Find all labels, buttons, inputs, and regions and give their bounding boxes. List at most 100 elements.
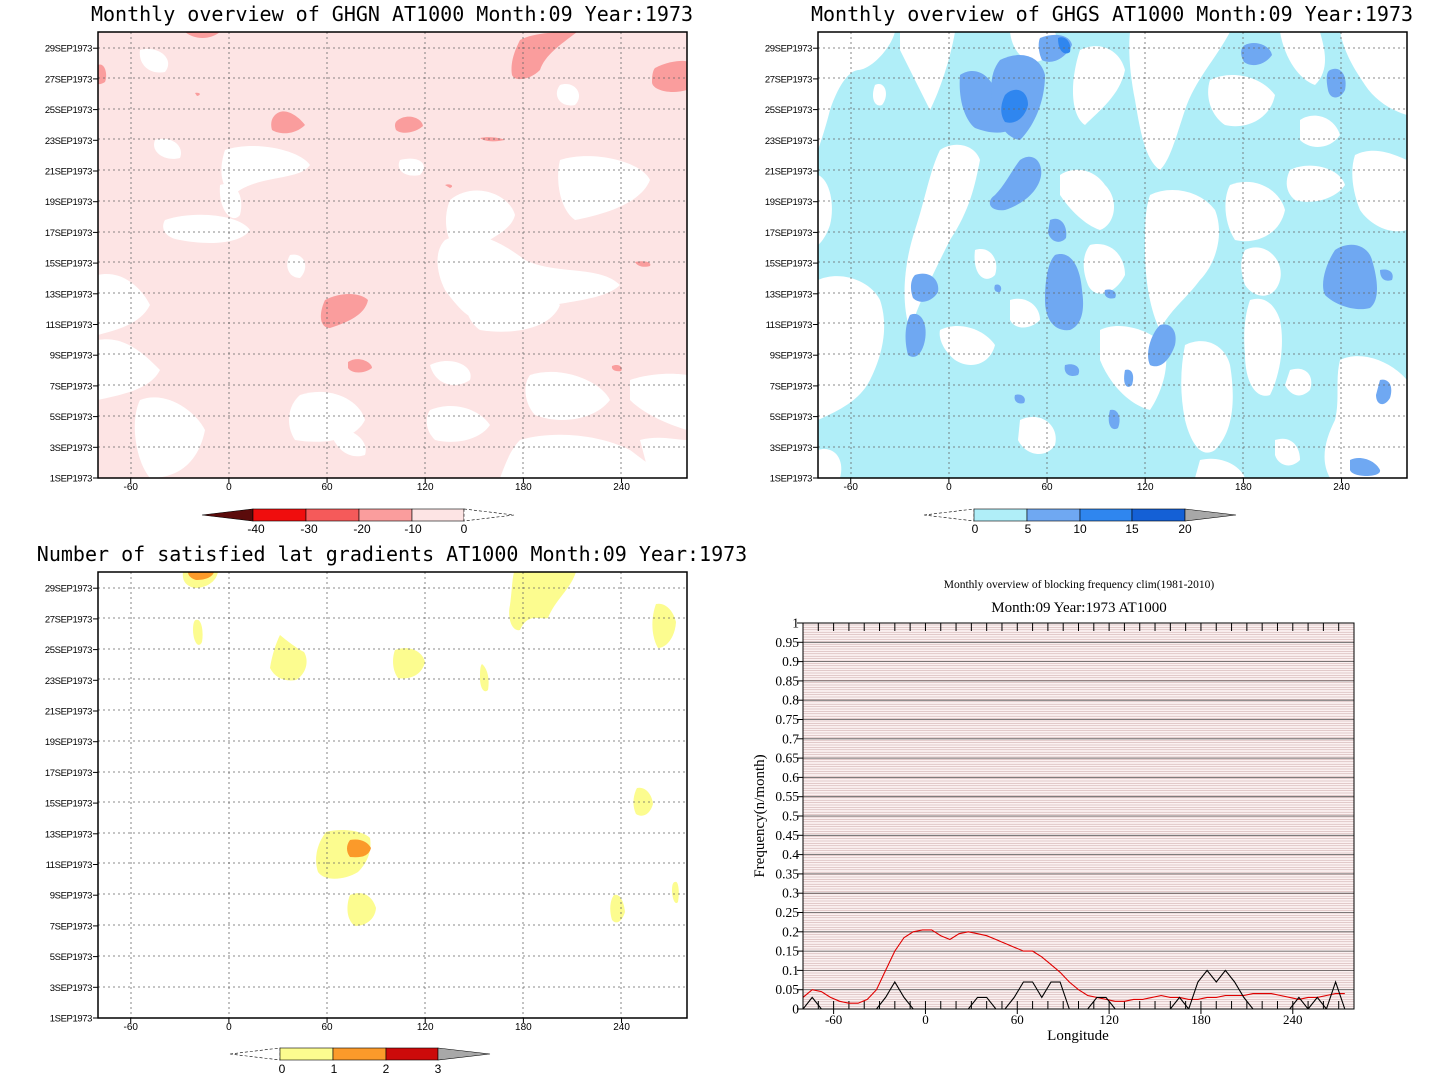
x-tick-label: 60 (1041, 482, 1053, 493)
y-tick-label: 25SEP1973 (45, 105, 92, 116)
y-tick-label: 15SEP1973 (45, 799, 92, 810)
ghgn-colorbar-bin (252, 508, 307, 522)
gradients-colorbar-high-triangle (437, 1047, 491, 1061)
x-tick-label: 0 (946, 482, 952, 493)
ghgn-colorbar-low-triangle (201, 508, 254, 522)
y-tick-label: 23SEP1973 (765, 136, 812, 147)
frequency-y-tick-label: 0.4 (782, 847, 799, 862)
y-tick-label: 27SEP1973 (45, 614, 92, 625)
frequency-axes: 0 0.05 0.1 0.15 0.2 0.25 0.3 0.35 0.4 0.45 0.5 0.55… (775, 616, 1355, 1027)
x-tick-label: 120 (417, 482, 434, 493)
frequency-y-tick-label: 0.65 (775, 751, 799, 766)
frequency-y-tick-label: 0.5 (782, 809, 799, 824)
x-tick-label: -60 (123, 1022, 138, 1033)
map-axes: 1SEP1973 3SEP1973 5SEP1973 7SEP1973 9SEP1973… (45, 44, 1350, 1033)
gradients-frame (97, 571, 688, 1019)
y-tick-label: 1SEP1973 (50, 474, 92, 485)
frequency-y-tick-label: 0.9 (782, 654, 799, 669)
y-tick-label: 3SEP1973 (50, 983, 92, 994)
ghgn-colorbar: -40 -30 -20 -10 0 (201, 508, 515, 536)
y-tick-label: 23SEP1973 (45, 136, 92, 147)
ghgn-colorbar-bin (358, 508, 413, 522)
frequency-x-tick-label: 60 (1011, 1012, 1024, 1027)
gradients-orange-regions (188, 572, 371, 858)
y-tick-label: 13SEP1973 (45, 829, 92, 840)
x-tick-label: 240 (613, 1022, 630, 1033)
ghgs-colorbar-tick: 15 (1125, 522, 1139, 536)
frequency-y-tick-label: 0.25 (775, 905, 799, 920)
x-tick-label: 180 (1235, 482, 1252, 493)
y-tick-label: 11SEP1973 (46, 860, 93, 871)
y-tick-label: 21SEP1973 (45, 167, 92, 178)
frequency-y-tick-label: 0.05 (775, 982, 799, 997)
y-tick-label: 21SEP1973 (765, 167, 812, 178)
x-tick-label: 240 (613, 482, 630, 493)
ghgs-colorbar-bin (973, 508, 1028, 522)
gradients-colorbar-bin (279, 1047, 334, 1061)
ghgn-colorbar-bin (411, 508, 465, 522)
frequency-y-tick-label: 0.75 (775, 712, 799, 727)
frequency-y-tick-label: 0.35 (775, 866, 799, 881)
y-tick-label: 17SEP1973 (765, 228, 812, 239)
ghgn-colorbar-tick: -30 (300, 522, 318, 536)
y-tick-label: 17SEP1973 (45, 228, 92, 239)
y-tick-label: 25SEP1973 (45, 645, 92, 656)
x-tick-label: 180 (515, 1022, 532, 1033)
y-tick-label: 29SEP1973 (765, 44, 812, 55)
y-tick-label: 21SEP1973 (45, 707, 92, 718)
x-tick-label: 120 (1137, 482, 1154, 493)
gradients-field (98, 572, 687, 1018)
gradients-colorbar-tick: 0 (279, 1062, 286, 1076)
ghgs-colorbar: 0 5 10 15 20 (923, 508, 1237, 536)
frequency-ylabel: Frequency(n/month) (752, 754, 768, 877)
y-tick-label: 19SEP1973 (45, 197, 92, 208)
y-tick-label: 27SEP1973 (765, 74, 812, 85)
y-tick-label: 9SEP1973 (50, 351, 92, 362)
y-tick-label: 9SEP1973 (50, 891, 92, 902)
x-tick-label: 60 (321, 1022, 333, 1033)
y-tick-label: 25SEP1973 (765, 105, 812, 116)
ghgn-colorbar-high-triangle (463, 508, 515, 522)
x-tick-label: 0 (226, 1022, 232, 1033)
ghgs-colorbar-tick: 10 (1073, 522, 1087, 536)
y-tick-label: 5SEP1973 (50, 952, 92, 963)
y-tick-label: 7SEP1973 (50, 381, 92, 392)
ghgn-colorbar-tick: 0 (461, 522, 468, 536)
frequency-x-tick-label: 120 (1099, 1012, 1119, 1027)
ghgs-title: Monthly overview of GHGS AT1000 Month:09… (811, 2, 1413, 26)
ghgs-colorbar-tick: 0 (972, 522, 979, 536)
y-tick-label: 13SEP1973 (765, 289, 812, 300)
y-tick-label: 9SEP1973 (770, 351, 812, 362)
y-tick-label: 29SEP1973 (45, 584, 92, 595)
blocking-frequency-line (803, 969, 1346, 1009)
gradients-colorbar-tick: 1 (331, 1062, 338, 1076)
gradients-colorbar-tick: 2 (383, 1062, 390, 1076)
gradients-colorbar: 0 1 2 3 (229, 1047, 491, 1076)
ghgn-frame (97, 31, 688, 479)
ghgs-colorbar-tick: 20 (1178, 522, 1192, 536)
x-tick-label: -60 (123, 482, 138, 493)
frequency-y-tick-label: 0.2 (782, 924, 799, 939)
x-tick-label: 180 (515, 482, 532, 493)
ghgs-medium-regions (905, 34, 1393, 476)
ghgs-colorbar-bin (1026, 508, 1081, 522)
frequency-y-tick-label: 0.95 (775, 635, 799, 650)
y-tick-label: 3SEP1973 (770, 443, 812, 454)
frequency-y-tick-label: 0.45 (775, 828, 799, 843)
ghgs-colorbar-bin (1079, 508, 1133, 522)
frequency-y-tick-label: 0.7 (782, 731, 799, 746)
y-tick-label: 7SEP1973 (50, 921, 92, 932)
ghgs-field (818, 32, 1407, 478)
ghgs-colorbar-high-triangle (1184, 508, 1237, 522)
ghgn-field (98, 32, 687, 478)
y-tick-label: 15SEP1973 (765, 259, 812, 270)
ghgn-colorbar-bin (305, 508, 360, 522)
y-tick-label: 13SEP1973 (45, 289, 92, 300)
ghgn-colorbar-tick: -10 (404, 522, 422, 536)
y-tick-label: 17SEP1973 (45, 768, 92, 779)
frequency-y-tick-label: 0.15 (775, 944, 799, 959)
frequency-y-tick-label: 0.85 (775, 673, 799, 688)
y-tick-label: 19SEP1973 (45, 737, 92, 748)
ghgs-strong-regions (1001, 37, 1071, 123)
